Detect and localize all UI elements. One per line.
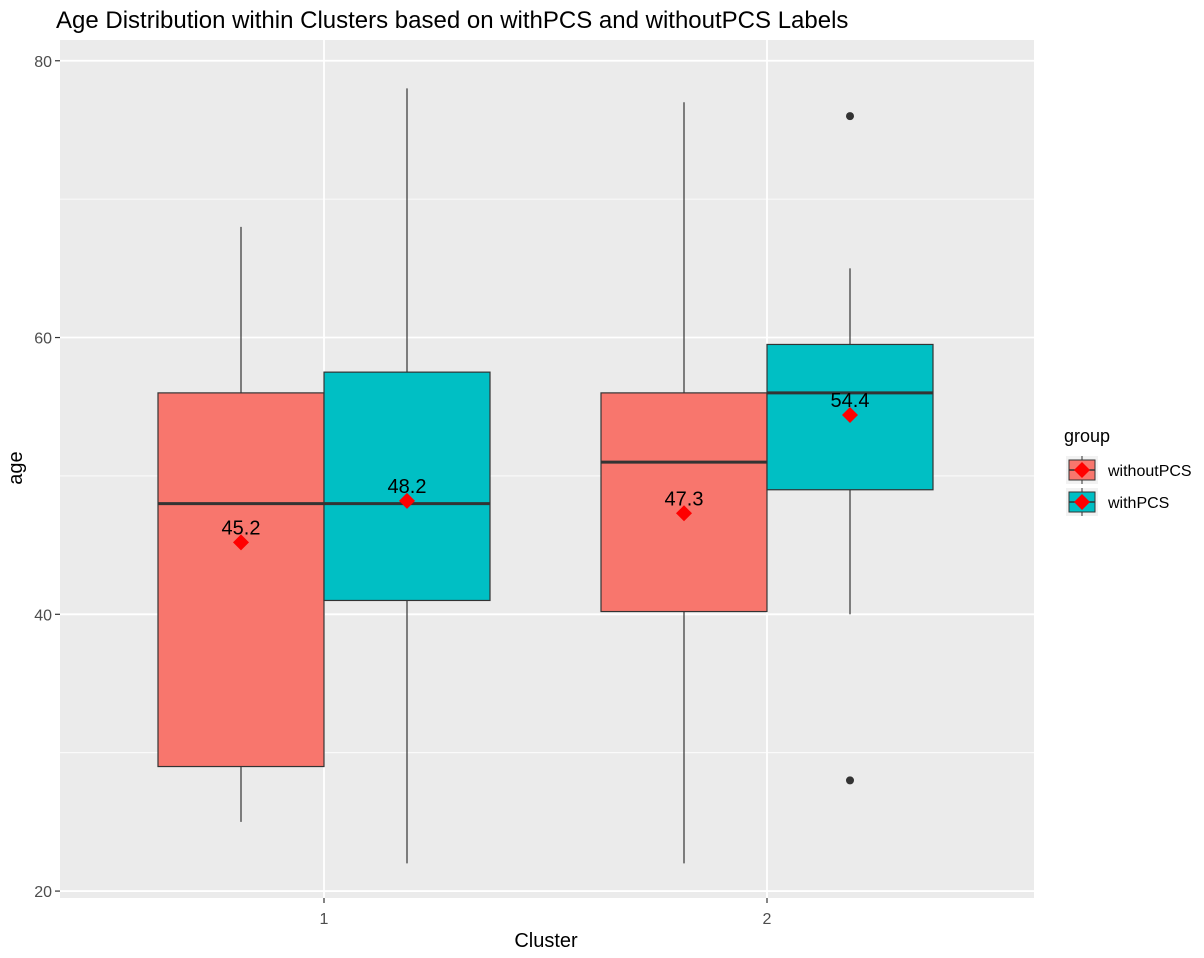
chart-title: Age Distribution within Clusters based o… (56, 7, 848, 34)
legend-title: group (1064, 426, 1110, 446)
boxplot-withPCS-cluster-1: 48.2 (323, 88, 491, 864)
legend-key-mean-marker (1074, 462, 1090, 478)
legend-item-withoutPCS: withoutPCS (1066, 456, 1192, 484)
legend-item-withPCS: withPCS (1066, 488, 1169, 516)
y-tick-label: 60 (34, 331, 52, 348)
x-tick-label: 2 (763, 911, 772, 928)
legend-label: withoutPCS (1107, 463, 1192, 480)
x-axis-title: Cluster (514, 930, 578, 952)
mean-marker (233, 534, 249, 551)
box (323, 371, 491, 602)
boxplot-withoutPCS-cluster-2: 47.3 (600, 102, 768, 864)
y-tick-label: 80 (34, 54, 52, 71)
mean-label: 45.2 (222, 517, 261, 539)
box (157, 392, 325, 768)
legend: group withoutPCS withPCS (1064, 426, 1192, 516)
mean-label: 54.4 (831, 390, 870, 412)
mean-label: 48.2 (388, 476, 427, 498)
y-axis-title: age (5, 451, 27, 484)
box (600, 392, 768, 613)
legend-label: withPCS (1107, 495, 1169, 512)
mean-marker (842, 407, 858, 424)
y-tick-label: 40 (34, 607, 52, 624)
outlier-point (846, 776, 854, 785)
boxplot-withPCS-cluster-2: 54.4 (766, 112, 934, 785)
plot-panel: 20 40 60 80 1 2 45.2 47.3 48.2 54.4 (34, 40, 1034, 928)
x-tick-label: 1 (320, 911, 329, 928)
boxplot-withoutPCS-cluster-1: 45.2 (157, 226, 325, 822)
outlier-point (846, 112, 854, 121)
mean-label: 47.3 (665, 488, 704, 510)
y-tick-label: 20 (34, 884, 52, 901)
mean-marker (676, 505, 692, 522)
mean-marker (399, 492, 415, 509)
legend-key-mean-marker (1074, 494, 1090, 510)
